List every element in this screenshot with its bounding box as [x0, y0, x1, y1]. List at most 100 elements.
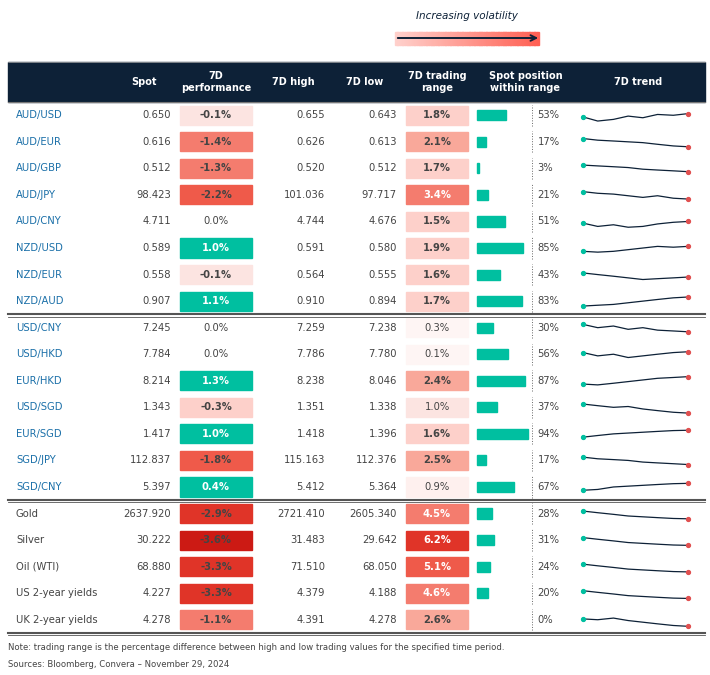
Bar — [530, 32, 532, 45]
Bar — [477, 137, 486, 147]
Text: 68.050: 68.050 — [362, 562, 397, 572]
Text: 0.512: 0.512 — [368, 163, 397, 173]
Bar — [501, 32, 503, 45]
Text: 0.616: 0.616 — [143, 137, 171, 147]
Text: SGD/CNY: SGD/CNY — [16, 482, 62, 492]
Bar — [450, 32, 453, 45]
Text: Increasing volatility: Increasing volatility — [416, 11, 518, 21]
Text: 28%: 28% — [537, 508, 559, 518]
Text: 17%: 17% — [537, 137, 559, 147]
Bar — [537, 32, 540, 45]
Text: -2.2%: -2.2% — [200, 190, 232, 200]
Text: 0.894: 0.894 — [368, 296, 397, 306]
Text: 0.3%: 0.3% — [425, 323, 449, 333]
Text: 0.910: 0.910 — [297, 296, 325, 306]
Text: -0.1%: -0.1% — [200, 110, 232, 120]
Text: 4.278: 4.278 — [368, 615, 397, 625]
Bar — [508, 32, 510, 45]
Bar — [426, 32, 429, 45]
Bar — [443, 32, 446, 45]
Bar — [180, 557, 252, 576]
Text: 1.396: 1.396 — [368, 429, 397, 439]
Text: 30.222: 30.222 — [136, 535, 171, 545]
Text: -0.1%: -0.1% — [200, 269, 232, 279]
Bar — [398, 32, 400, 45]
Bar — [477, 190, 488, 200]
Text: 53%: 53% — [537, 110, 559, 120]
Bar — [477, 456, 486, 466]
Text: 7.245: 7.245 — [143, 323, 171, 333]
Text: 0.520: 0.520 — [297, 163, 325, 173]
Text: 101.036: 101.036 — [284, 190, 325, 200]
Text: 3.4%: 3.4% — [423, 190, 451, 200]
Bar — [180, 504, 252, 523]
Bar — [406, 425, 468, 443]
Bar — [488, 32, 491, 45]
Text: 0.591: 0.591 — [296, 243, 325, 253]
Text: 1.0%: 1.0% — [425, 402, 449, 412]
Bar — [476, 32, 479, 45]
Text: Oil (WTI): Oil (WTI) — [16, 562, 59, 572]
Bar — [406, 371, 468, 390]
Text: USD/SGD: USD/SGD — [16, 402, 62, 412]
Bar — [406, 451, 468, 470]
Bar — [406, 318, 468, 338]
Bar — [515, 32, 518, 45]
Bar — [410, 32, 413, 45]
Text: 6.2%: 6.2% — [423, 535, 451, 545]
Bar — [406, 265, 468, 284]
Text: 0.0%: 0.0% — [204, 323, 229, 333]
Bar — [506, 32, 508, 45]
Bar — [467, 32, 470, 45]
Text: 8.214: 8.214 — [143, 376, 171, 386]
Text: 1.0%: 1.0% — [202, 429, 230, 439]
Text: 7D trading
range: 7D trading range — [408, 71, 466, 93]
Text: 31%: 31% — [537, 535, 559, 545]
Bar — [406, 398, 468, 417]
Text: 7D low: 7D low — [346, 77, 383, 87]
Text: 3%: 3% — [537, 163, 553, 173]
Text: 1.6%: 1.6% — [423, 429, 451, 439]
Bar — [477, 562, 490, 572]
Text: 0.580: 0.580 — [368, 243, 397, 253]
Bar — [406, 292, 468, 311]
Text: Silver: Silver — [16, 535, 44, 545]
Bar — [395, 32, 398, 45]
Text: UK 2-year yields: UK 2-year yields — [16, 615, 98, 625]
Text: 0.650: 0.650 — [143, 110, 171, 120]
Text: SGD/JPY: SGD/JPY — [16, 456, 56, 466]
Text: 67%: 67% — [537, 482, 559, 492]
Text: 1.343: 1.343 — [143, 402, 171, 412]
Bar — [406, 238, 468, 258]
Text: 71.510: 71.510 — [290, 562, 325, 572]
Text: 2.1%: 2.1% — [423, 137, 451, 147]
Text: 1.7%: 1.7% — [423, 163, 451, 173]
Bar — [180, 106, 252, 125]
Bar — [474, 32, 477, 45]
Bar — [477, 110, 506, 120]
Bar — [402, 32, 405, 45]
Text: -3.3%: -3.3% — [200, 562, 232, 572]
Bar — [406, 159, 468, 178]
Bar — [422, 32, 425, 45]
Bar — [180, 531, 252, 549]
Bar — [477, 482, 513, 492]
Text: 0.643: 0.643 — [368, 110, 397, 120]
Text: 0.512: 0.512 — [143, 163, 171, 173]
Bar — [477, 508, 492, 518]
Text: 1.417: 1.417 — [143, 429, 171, 439]
Text: 1.7%: 1.7% — [423, 296, 451, 306]
Text: 1.6%: 1.6% — [423, 269, 451, 279]
Bar — [477, 349, 508, 359]
Bar — [180, 132, 252, 151]
Text: 0.555: 0.555 — [368, 269, 397, 279]
Text: Note: trading range is the percentage difference between high and low trading va: Note: trading range is the percentage di… — [8, 643, 505, 652]
Bar — [406, 186, 468, 205]
Text: 7D trend: 7D trend — [614, 77, 662, 87]
Bar — [477, 163, 479, 173]
Text: 5.1%: 5.1% — [423, 562, 451, 572]
Bar — [406, 610, 468, 629]
Text: 2605.340: 2605.340 — [349, 508, 397, 518]
Text: USD/CNY: USD/CNY — [16, 323, 61, 333]
Text: NZD/USD: NZD/USD — [16, 243, 63, 253]
